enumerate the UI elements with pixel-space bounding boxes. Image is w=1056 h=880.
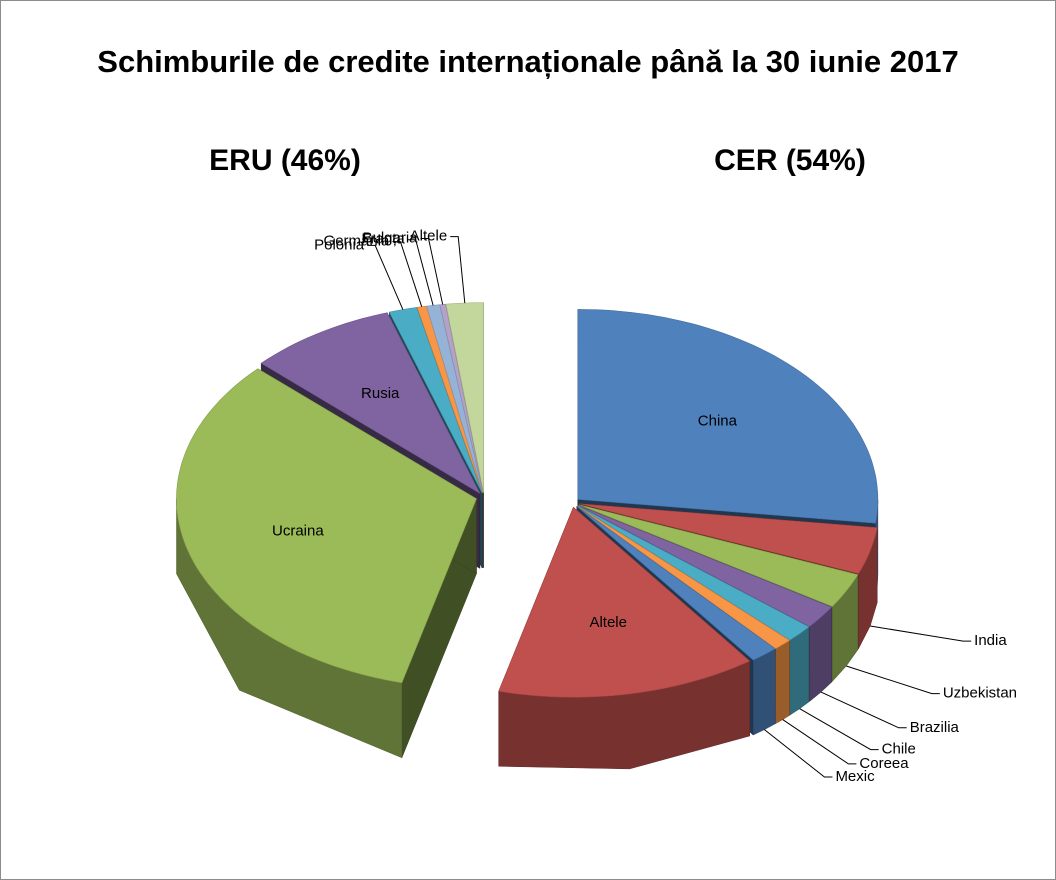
slice-label: China [698, 412, 738, 429]
slice-label: India [974, 632, 1007, 649]
slice-wall [752, 648, 776, 736]
slice-label: Chile [882, 741, 916, 758]
leader-line [846, 665, 940, 695]
slice-label: Brazilia [910, 719, 960, 736]
slice [260, 312, 481, 495]
leader-line [420, 238, 444, 305]
slice [578, 504, 859, 607]
slice [577, 309, 879, 524]
slice-label: Bulgaria [362, 229, 418, 246]
slice-label: Uzbekistan [943, 685, 1017, 702]
leader-line [799, 708, 879, 751]
slice-label: Ucraina [272, 523, 324, 540]
leader-line [820, 691, 907, 729]
slice [498, 506, 751, 698]
leader-line [392, 241, 423, 307]
leader-line [782, 719, 857, 765]
slice-label: Coreea [859, 755, 909, 772]
leader-line [450, 236, 466, 304]
slice-label: Polonia [314, 236, 365, 253]
slice [579, 503, 878, 575]
slice [577, 505, 791, 649]
slice-wall [775, 639, 790, 725]
slice [445, 302, 484, 493]
slice-label: Mexic [835, 768, 875, 785]
slice [176, 368, 477, 684]
leader-line [367, 244, 404, 310]
group-label: CER (54%) [714, 144, 866, 177]
slice-label: Altele [589, 614, 627, 631]
slice-wall [789, 626, 810, 716]
slice-label: Franța [361, 231, 405, 248]
slice [577, 505, 810, 641]
leader-line [407, 239, 434, 306]
leader-line [870, 625, 972, 642]
slice [576, 506, 776, 661]
leader-line [764, 729, 833, 778]
slice [578, 505, 833, 627]
slice-label: Rusia [361, 385, 400, 402]
chart-title: Schimburile de credite internaționale pâ… [97, 44, 959, 79]
group-label: ERU (46%) [209, 144, 361, 177]
slice-label: Germania [324, 233, 391, 250]
slice-label: Altele [410, 228, 448, 245]
